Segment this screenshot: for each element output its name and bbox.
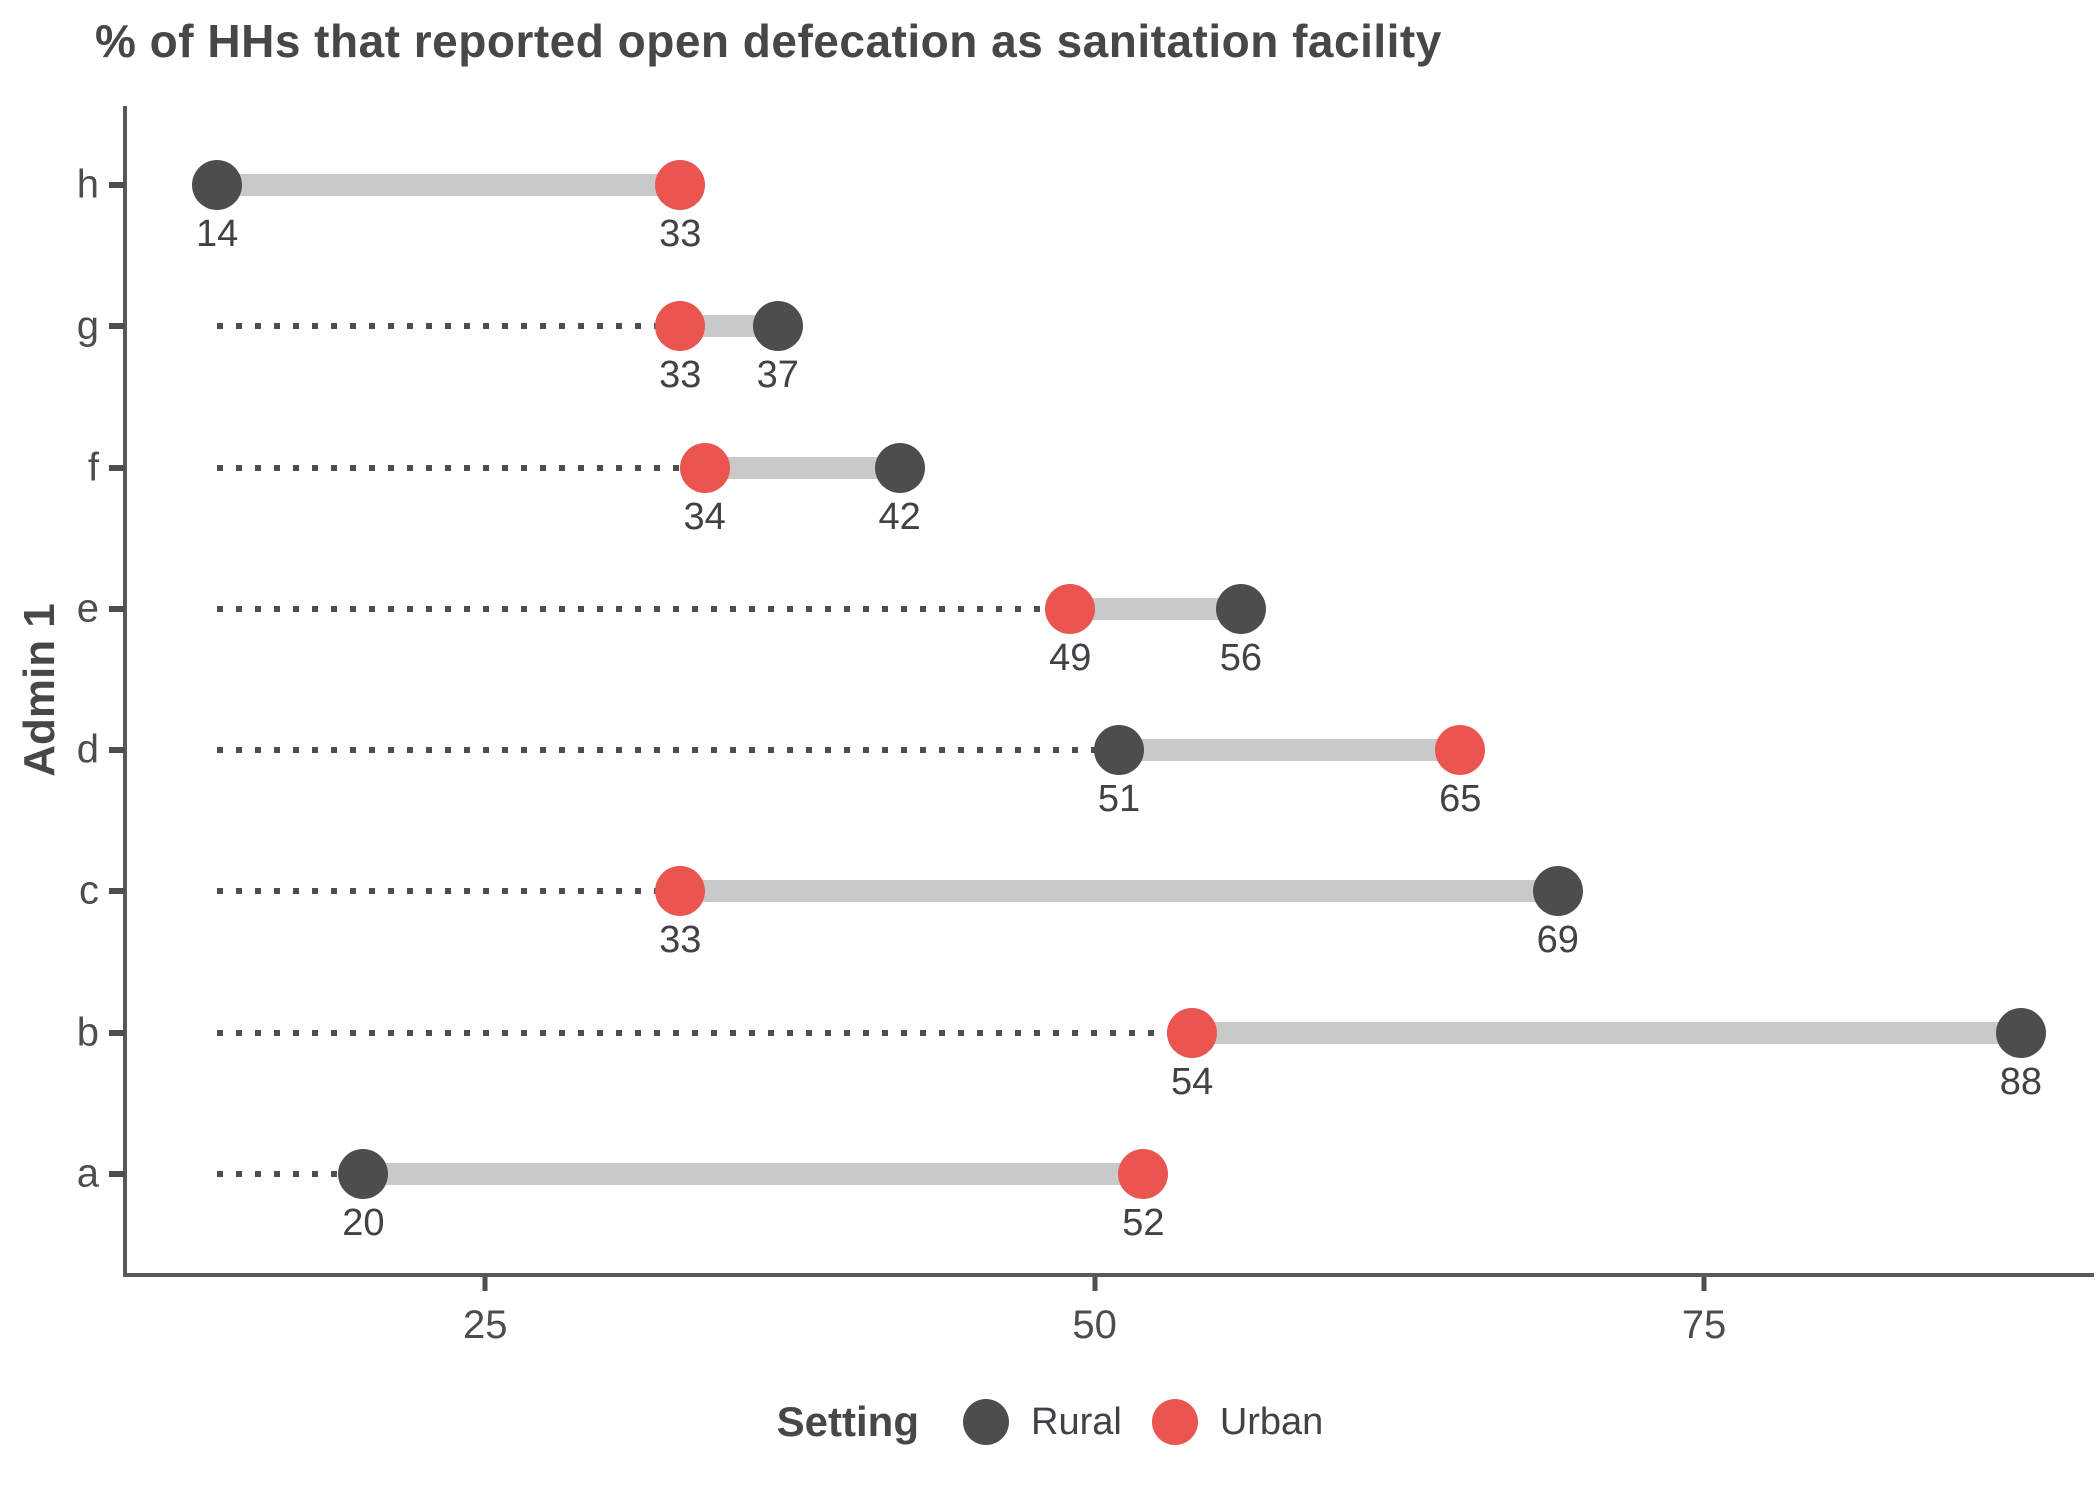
rural-dot [1215, 583, 1266, 634]
urban-value-label: 33 [659, 919, 702, 962]
connector-bar [1070, 597, 1241, 620]
urban-value-label: 33 [659, 354, 702, 397]
rural-dot [874, 442, 925, 493]
rural-value-label: 42 [878, 495, 921, 538]
urban-value-label: 52 [1122, 1201, 1165, 1244]
y-tick-mark [109, 605, 125, 612]
category-label: c [79, 868, 99, 913]
leader-line [217, 747, 1120, 753]
urban-value-label: 33 [659, 213, 702, 255]
urban-dot [1118, 1148, 1169, 1199]
rural-value-label: 69 [1536, 919, 1579, 962]
rural-value-label: 14 [196, 213, 239, 255]
x-tick-mark [1092, 1277, 1098, 1291]
category-label: e [76, 586, 99, 631]
rural-dot [752, 301, 803, 352]
legend-label-rural: Rural [1031, 1400, 1122, 1443]
category-label: b [76, 1010, 99, 1054]
rural-value-label: 56 [1219, 636, 1263, 679]
x-tick-mark [482, 1277, 488, 1291]
legend-item-urban: Urban [1151, 1399, 1324, 1445]
connector-bar [363, 1162, 1144, 1185]
urban-value-label: 54 [1171, 1060, 1214, 1103]
y-tick-mark [109, 1029, 125, 1036]
x-tick-label: 25 [463, 1303, 508, 1347]
urban-swatch-icon [1151, 1399, 1198, 1445]
chart-title: % of HHs that reported open defecation a… [95, 15, 1442, 67]
urban-dot [1045, 583, 1096, 634]
category-label: f [87, 445, 99, 489]
urban-value-label: 65 [1439, 778, 1482, 820]
rural-swatch-icon [963, 1399, 1009, 1445]
y-tick-mark [109, 888, 125, 895]
y-tick-mark [109, 1170, 125, 1177]
x-tick-label: 75 [1681, 1303, 1727, 1347]
y-tick-mark [109, 747, 125, 753]
leader-line [217, 888, 681, 895]
y-tick-mark [109, 464, 125, 471]
rural-dot [1094, 725, 1145, 775]
leader-line [217, 1170, 364, 1177]
legend-item-rural: Rural [963, 1399, 1122, 1445]
category-label: g [76, 303, 99, 348]
leader-line [217, 464, 705, 471]
urban-dot [655, 866, 706, 917]
rural-value-label: 37 [756, 354, 799, 397]
rural-value-label: 20 [342, 1201, 385, 1244]
rural-value-label: 88 [1999, 1060, 2043, 1103]
plot-panel: h 14 33 g 37 33 f 42 34 e 56 49 d 51 65 c 69 33 b 88 54 a 20 52… [77, 106, 2094, 1347]
rural-dot [338, 1148, 389, 1199]
connector-bar [217, 174, 681, 196]
connector-bar [1119, 739, 1461, 761]
urban-dot [1167, 1007, 1218, 1058]
category-label: d [76, 727, 99, 772]
urban-dot [655, 160, 706, 210]
category-label: a [76, 1151, 99, 1196]
connector-bar [680, 880, 1558, 903]
y-tick-mark [109, 182, 125, 188]
rural-value-label: 51 [1097, 778, 1141, 820]
urban-dot [679, 442, 730, 493]
connector-bar [704, 456, 900, 479]
leader-line [217, 323, 681, 330]
urban-dot [1435, 725, 1486, 775]
leader-line [217, 1029, 1193, 1036]
connector-bar [1192, 1021, 2021, 1044]
rural-dot [1532, 866, 1583, 917]
urban-value-label: 49 [1049, 636, 1092, 679]
x-tick-label: 50 [1072, 1303, 1117, 1347]
leader-line [217, 605, 1071, 612]
x-tick-mark [1701, 1277, 1707, 1291]
urban-dot [655, 301, 706, 352]
rural-dot [1995, 1007, 2046, 1058]
category-label: h [76, 162, 99, 207]
urban-value-label: 34 [683, 495, 726, 538]
legend-title: Setting [776, 1398, 919, 1445]
rural-dot [192, 160, 243, 210]
y-tick-mark [109, 323, 125, 330]
legend-label-urban: Urban [1219, 1400, 1324, 1443]
legend: Setting Rural Urban [0, 1398, 2100, 1446]
